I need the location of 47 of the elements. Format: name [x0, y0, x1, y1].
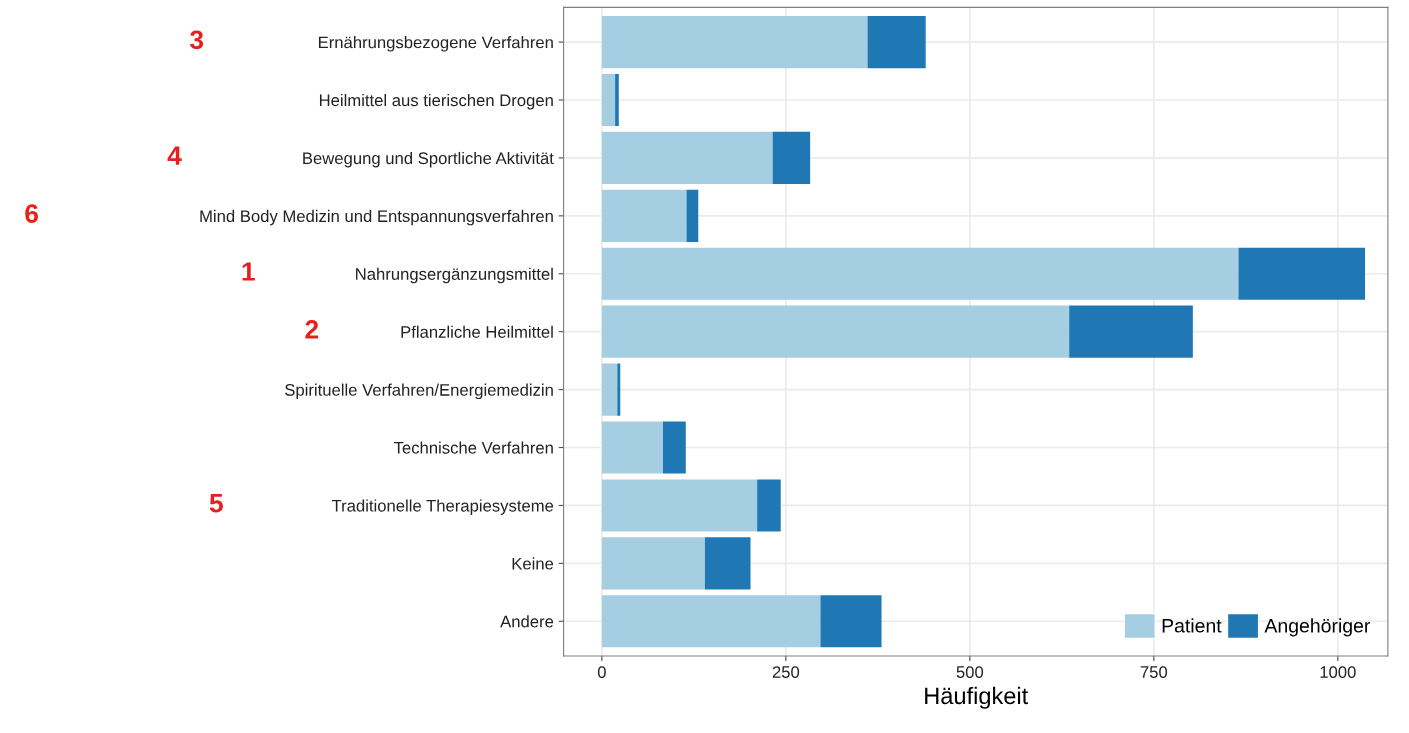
bar — [704, 537, 751, 590]
x-tick-label: 1000 — [1320, 666, 1356, 678]
y-tick-label: Traditionelle Therapiesysteme — [331, 499, 554, 515]
bar — [662, 421, 686, 474]
bar — [1238, 247, 1366, 300]
y-tick-label: Keine — [512, 557, 554, 570]
bar — [601, 421, 663, 474]
bar — [601, 73, 616, 127]
bar — [601, 131, 773, 184]
bar — [601, 16, 868, 69]
y-tick-label: Andere — [500, 615, 554, 628]
text: 3 — [189, 30, 204, 50]
text: 6 — [25, 204, 38, 223]
y-tick-label: Nahrungsergänzungsmittel — [356, 267, 553, 284]
bar — [867, 16, 926, 69]
bar — [601, 479, 758, 532]
bar — [772, 131, 811, 184]
y-tick-label: Bewegung und Sportliche Aktivität — [303, 151, 554, 168]
text: 2 — [305, 320, 319, 339]
text: 5 — [209, 494, 223, 513]
bar — [601, 537, 705, 590]
x-axis-title: Häufigkeit — [925, 686, 1029, 709]
text: 1 — [242, 262, 255, 281]
y-tick-label: Heilmittel aus tierischen Drogen — [319, 93, 553, 110]
x-tick-label: 0 — [597, 666, 606, 678]
legend-label: Angehöriger — [1264, 618, 1371, 637]
bar — [601, 189, 687, 242]
y-tick-label: Mind Body Medizin und Entspannungsverfahren — [200, 209, 553, 226]
bar — [601, 363, 618, 416]
bar — [757, 479, 781, 532]
text: 4 — [167, 146, 182, 165]
legend-label: Patient — [1162, 618, 1222, 633]
y-tick-label: Technische Verfahren — [393, 441, 553, 454]
bar — [820, 595, 882, 648]
y-tick-label: Spirituelle Verfahren/Energiemedizin — [285, 383, 553, 400]
bar — [686, 189, 699, 242]
bar — [615, 73, 619, 127]
bar — [601, 595, 821, 648]
bar — [1069, 305, 1193, 358]
x-tick-label: 250 — [772, 666, 800, 678]
bar — [601, 305, 1070, 358]
x-tick-label: 500 — [956, 666, 984, 678]
y-tick-label: Ernährungsbezogene Verfahren — [318, 36, 553, 52]
bar — [617, 363, 621, 416]
y-tick-label: Pflanzliche Heilmittel — [401, 325, 553, 338]
x-tick-label: 750 — [1140, 666, 1168, 678]
bar — [601, 247, 1239, 300]
